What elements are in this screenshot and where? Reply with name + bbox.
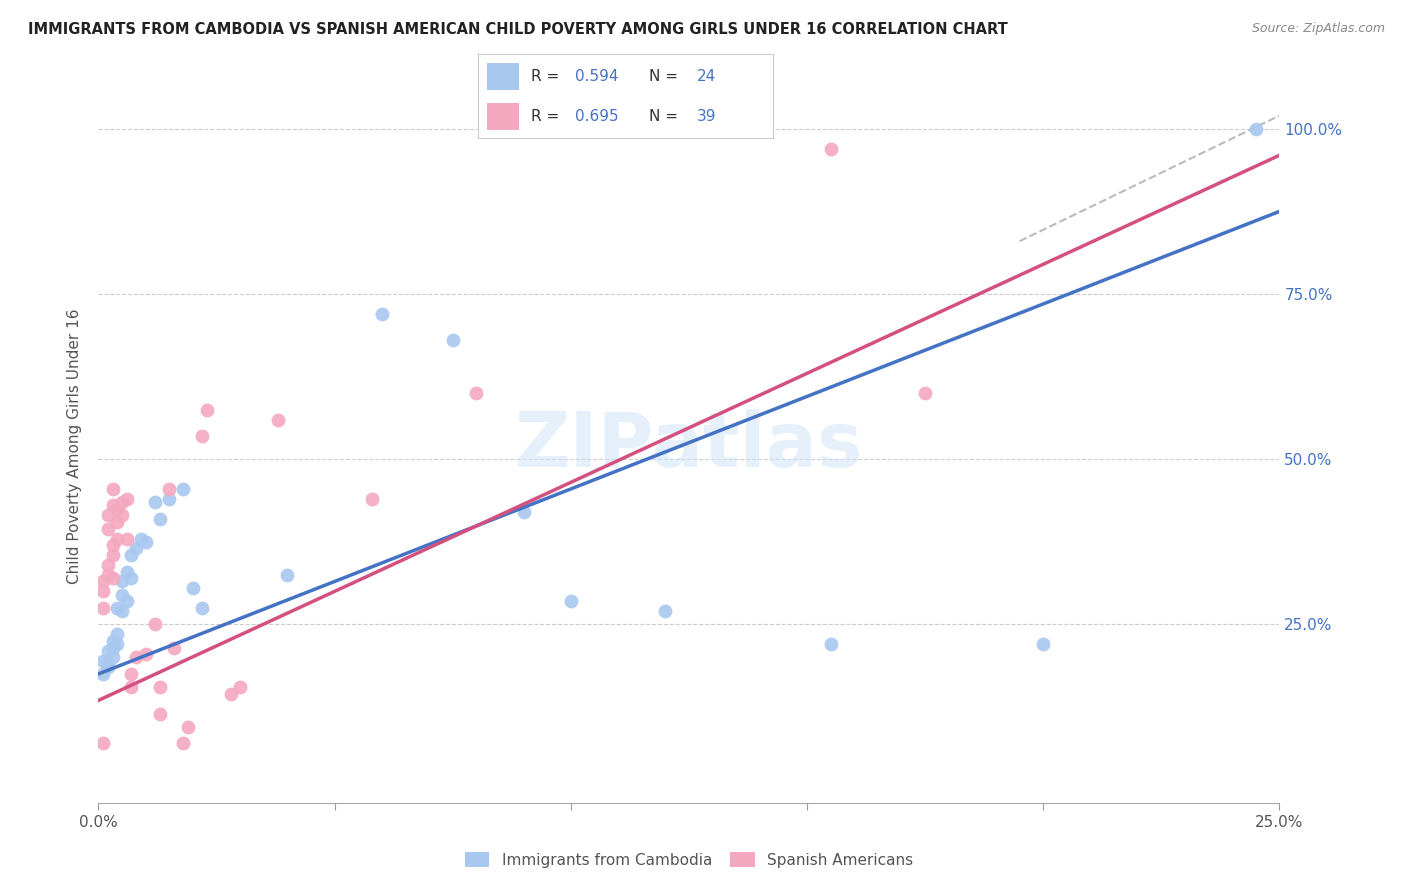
Point — [465, 386, 488, 401]
Point — [121, 667, 143, 681]
Text: N =: N = — [650, 69, 683, 84]
Point — [135, 647, 157, 661]
Point — [111, 495, 134, 509]
Point — [121, 571, 143, 585]
Point — [105, 515, 128, 529]
Point — [105, 501, 128, 516]
Point — [115, 491, 138, 506]
Point — [97, 660, 120, 674]
Point — [91, 600, 114, 615]
Point — [229, 680, 252, 694]
Point — [105, 627, 128, 641]
Point — [149, 680, 172, 694]
Point — [97, 508, 120, 523]
Text: 39: 39 — [696, 109, 716, 124]
Point — [1244, 121, 1267, 136]
Point — [149, 706, 172, 721]
Point — [512, 505, 534, 519]
Point — [177, 720, 200, 734]
Point — [111, 508, 134, 523]
Point — [91, 654, 114, 668]
Point — [267, 412, 290, 426]
Text: Source: ZipAtlas.com: Source: ZipAtlas.com — [1251, 22, 1385, 36]
Point — [111, 588, 134, 602]
Point — [149, 511, 172, 525]
Point — [1032, 637, 1054, 651]
Point — [157, 482, 180, 496]
Point — [121, 548, 143, 562]
Point — [101, 640, 124, 655]
Point — [191, 600, 214, 615]
Point — [101, 538, 124, 552]
Point — [125, 541, 148, 556]
Point — [820, 142, 842, 156]
Point — [654, 604, 676, 618]
Point — [97, 567, 120, 582]
Point — [97, 657, 120, 671]
Point — [191, 429, 214, 443]
Point — [101, 650, 124, 665]
Point — [121, 680, 143, 694]
Point — [101, 499, 124, 513]
Point — [97, 558, 120, 572]
Point — [105, 637, 128, 651]
Text: N =: N = — [650, 109, 683, 124]
Text: R =: R = — [531, 109, 564, 124]
Text: 24: 24 — [696, 69, 716, 84]
Point — [101, 548, 124, 562]
Point — [820, 637, 842, 651]
Point — [135, 534, 157, 549]
Point — [101, 482, 124, 496]
Point — [115, 594, 138, 608]
Point — [361, 491, 384, 506]
Point — [91, 667, 114, 681]
Point — [91, 584, 114, 599]
Text: 0.695: 0.695 — [575, 109, 619, 124]
Point — [163, 640, 186, 655]
Text: 0.594: 0.594 — [575, 69, 619, 84]
Point — [129, 532, 152, 546]
Point — [115, 532, 138, 546]
Y-axis label: Child Poverty Among Girls Under 16: Child Poverty Among Girls Under 16 — [67, 309, 83, 583]
Point — [172, 736, 194, 750]
Point — [105, 600, 128, 615]
Legend: Immigrants from Cambodia, Spanish Americans: Immigrants from Cambodia, Spanish Americ… — [458, 846, 920, 873]
Point — [195, 402, 218, 417]
Text: IMMIGRANTS FROM CAMBODIA VS SPANISH AMERICAN CHILD POVERTY AMONG GIRLS UNDER 16 : IMMIGRANTS FROM CAMBODIA VS SPANISH AMER… — [28, 22, 1008, 37]
Text: ZIPatlas: ZIPatlas — [515, 409, 863, 483]
Point — [97, 522, 120, 536]
Point — [276, 567, 298, 582]
Point — [115, 565, 138, 579]
Point — [441, 333, 464, 347]
Point — [143, 495, 166, 509]
Point — [111, 574, 134, 589]
Point — [172, 482, 194, 496]
Point — [219, 687, 242, 701]
Point — [560, 594, 582, 608]
Point — [914, 386, 936, 401]
Point — [371, 307, 394, 321]
Point — [105, 532, 128, 546]
Point — [97, 644, 120, 658]
Point — [111, 604, 134, 618]
Bar — [486, 62, 519, 90]
Point — [101, 634, 124, 648]
Point — [91, 736, 114, 750]
Text: R =: R = — [531, 69, 564, 84]
Point — [181, 581, 204, 595]
Point — [101, 571, 124, 585]
Point — [91, 574, 114, 589]
Point — [143, 617, 166, 632]
Point — [125, 650, 148, 665]
Bar — [486, 103, 519, 130]
Point — [157, 491, 180, 506]
